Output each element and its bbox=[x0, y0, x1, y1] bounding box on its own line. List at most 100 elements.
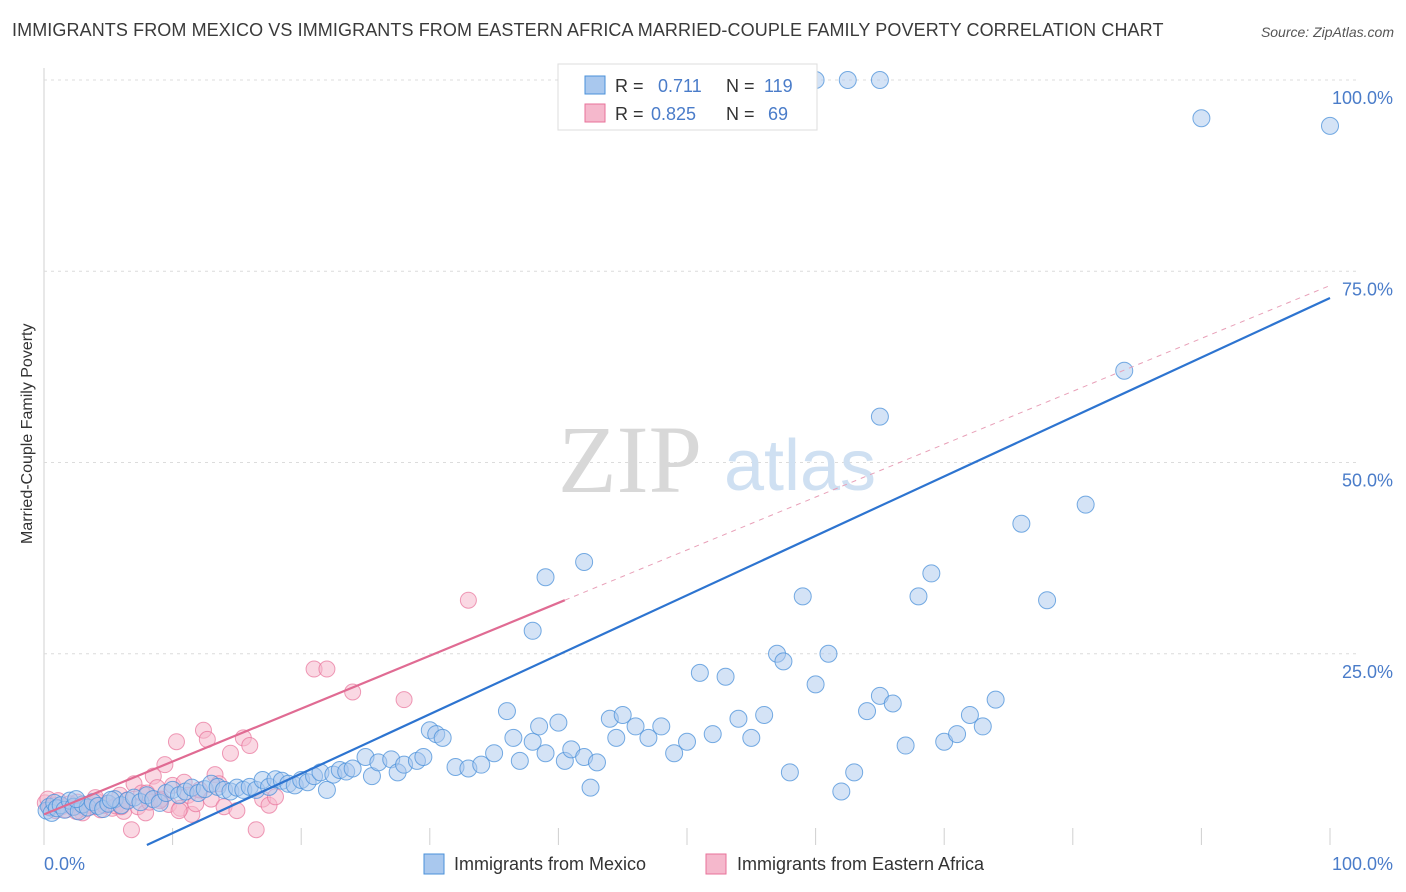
data-point-mexico bbox=[613, 705, 632, 724]
data-point-mexico bbox=[1038, 591, 1057, 610]
data-point-mexico bbox=[832, 782, 851, 801]
stats-box: R = 0.711 N = 119 R = 0.825 N = 69 bbox=[557, 63, 818, 131]
y-tick-label: 100.0% bbox=[1332, 88, 1393, 108]
data-point-mexico bbox=[703, 725, 722, 744]
gridlines bbox=[43, 68, 1360, 845]
stats-n-value-mexico: 119 bbox=[764, 76, 793, 96]
data-point-mexico bbox=[343, 759, 362, 778]
trend-line-mexico bbox=[146, 297, 1331, 846]
data-point-mexico bbox=[1076, 495, 1095, 514]
data-point-mexico bbox=[690, 663, 709, 682]
data-point-mexico bbox=[626, 717, 645, 736]
data-point-mexico bbox=[652, 717, 671, 736]
stats-n-value-eastern-africa: 69 bbox=[768, 104, 788, 124]
data-point-mexico bbox=[639, 728, 658, 747]
data-point-mexico bbox=[742, 728, 761, 747]
trend-line-eastern-africa bbox=[43, 599, 566, 816]
stats-n-label-eastern-africa: N = bbox=[726, 104, 755, 124]
data-point-mexico bbox=[1012, 514, 1031, 533]
x-tick-label: 100.0% bbox=[1332, 854, 1393, 874]
data-point-eastern-africa bbox=[167, 733, 185, 751]
tick-labels: 25.0% 50.0% 75.0% 100.0% 0.0% 100.0% bbox=[44, 88, 1393, 874]
data-point-eastern-africa bbox=[241, 737, 259, 755]
data-point-mexico bbox=[472, 755, 491, 774]
data-point-mexico bbox=[414, 748, 433, 767]
data-point-mexico bbox=[433, 728, 452, 747]
stats-swatch-mexico bbox=[584, 75, 606, 95]
legend-label-eastern-africa: Immigrants from Eastern Africa bbox=[737, 854, 985, 874]
x-tick-label: 0.0% bbox=[44, 854, 85, 874]
data-point-mexico bbox=[485, 744, 504, 763]
data-point-mexico bbox=[819, 644, 838, 663]
trend-lines bbox=[43, 285, 1331, 846]
data-point-mexico bbox=[870, 71, 889, 89]
data-point-mexico bbox=[858, 702, 877, 721]
data-point-mexico bbox=[678, 732, 696, 751]
watermark: ZIP atlas bbox=[558, 406, 876, 513]
data-point-mexico bbox=[536, 568, 555, 587]
stats-r-value-eastern-africa: 0.825 bbox=[651, 104, 696, 124]
bottom-legend: Immigrants from Mexico Immigrants from E… bbox=[423, 853, 985, 875]
data-point-mexico bbox=[575, 552, 594, 571]
data-point-mexico bbox=[504, 728, 523, 747]
data-point-mexico bbox=[922, 564, 941, 583]
data-point-eastern-africa bbox=[221, 744, 239, 762]
data-point-mexico bbox=[1115, 361, 1134, 380]
watermark-atlas: atlas bbox=[724, 426, 876, 506]
data-point-mexico bbox=[870, 407, 889, 426]
data-point-eastern-africa bbox=[395, 691, 413, 709]
data-point-mexico bbox=[510, 751, 529, 770]
data-point-mexico bbox=[896, 736, 915, 755]
data-point-mexico bbox=[523, 621, 542, 640]
y-tick-label: 25.0% bbox=[1342, 662, 1393, 682]
data-point-eastern-africa bbox=[122, 821, 140, 839]
data-point-mexico bbox=[845, 763, 864, 782]
stats-r-label-mexico: R = bbox=[615, 76, 644, 96]
data-point-mexico bbox=[581, 778, 600, 797]
chart-title: IMMIGRANTS FROM MEXICO VS IMMIGRANTS FRO… bbox=[12, 20, 1164, 40]
data-point-mexico bbox=[317, 780, 336, 799]
data-point-mexico bbox=[607, 728, 626, 747]
data-point-mexico bbox=[780, 763, 799, 782]
data-point-eastern-africa bbox=[247, 821, 265, 839]
stats-n-label-mexico: N = bbox=[726, 76, 755, 96]
trend-extension-eastern-africa bbox=[564, 285, 1331, 601]
data-point-mexico bbox=[838, 71, 857, 89]
data-point-mexico bbox=[973, 717, 992, 736]
data-point-mexico bbox=[101, 790, 120, 809]
data-point-mexico bbox=[986, 690, 1005, 709]
data-point-mexico bbox=[1192, 109, 1211, 128]
y-tick-label: 75.0% bbox=[1342, 279, 1393, 299]
data-point-mexico bbox=[729, 709, 748, 728]
data-point-mexico bbox=[549, 713, 568, 732]
data-point-mexico bbox=[909, 587, 928, 606]
data-point-mexico bbox=[883, 694, 902, 713]
data-point-eastern-africa bbox=[318, 660, 336, 678]
data-point-mexico bbox=[716, 667, 735, 686]
data-point-mexico bbox=[497, 702, 516, 721]
data-point-mexico bbox=[523, 732, 542, 751]
watermark-zip: ZIP bbox=[558, 406, 702, 513]
data-point-eastern-africa bbox=[170, 802, 188, 820]
series-mexico-points bbox=[37, 71, 1339, 822]
data-point-mexico bbox=[948, 725, 967, 744]
data-point-mexico bbox=[774, 652, 793, 671]
legend-swatch-eastern-africa bbox=[705, 853, 727, 875]
y-tick-label: 50.0% bbox=[1342, 471, 1393, 491]
stats-r-value-mexico: 0.711 bbox=[658, 76, 702, 96]
data-point-mexico bbox=[1321, 116, 1339, 135]
legend-swatch-mexico bbox=[423, 853, 445, 875]
stats-r-label-eastern-africa: R = bbox=[615, 104, 644, 124]
data-point-mexico bbox=[587, 753, 606, 772]
data-point-mexico bbox=[530, 717, 549, 736]
data-point-mexico bbox=[755, 705, 774, 724]
source-credit: Source: ZipAtlas.com bbox=[1260, 24, 1394, 40]
data-point-mexico bbox=[793, 587, 812, 606]
data-point-mexico bbox=[960, 705, 979, 724]
legend-label-mexico: Immigrants from Mexico bbox=[454, 854, 646, 874]
data-point-mexico bbox=[536, 744, 555, 763]
data-point-mexico bbox=[665, 744, 684, 763]
data-point-eastern-africa bbox=[459, 591, 477, 609]
stats-swatch-eastern-africa bbox=[584, 103, 606, 123]
